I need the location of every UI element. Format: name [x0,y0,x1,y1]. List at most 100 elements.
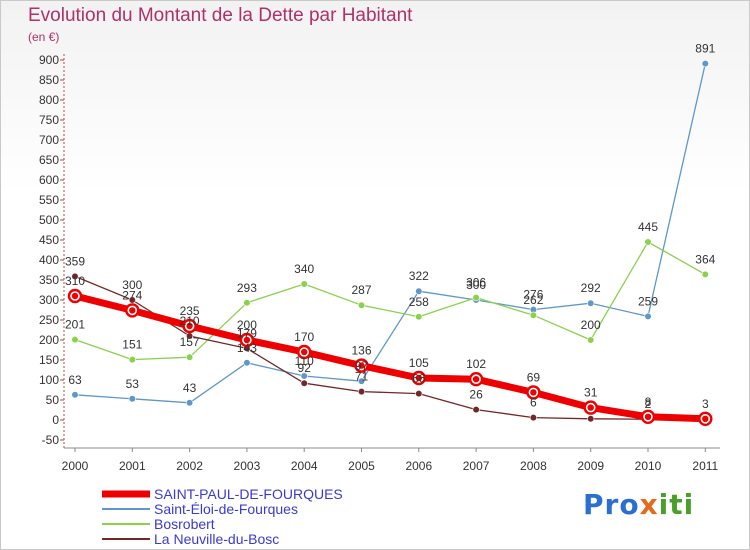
data-label: 259 [638,294,658,308]
x-tick-label: 2006 [405,459,432,473]
logo-part-1: Pro [583,488,640,521]
data-label: 170 [294,330,314,344]
data-label: 66 [412,372,426,386]
legend-label: Saint-Éloi-de-Fourques [154,501,298,517]
y-tick-label: 700 [39,133,59,147]
data-label: 136 [351,344,371,358]
x-tick-label: 2011 [692,459,718,473]
data-label: 97 [355,359,369,373]
data-label: 300 [122,278,142,292]
y-tick-label: 900 [39,53,59,67]
data-label: 306 [466,276,486,290]
data-point [71,391,79,399]
data-label: 359 [65,254,85,268]
data-label: 293 [237,281,257,295]
data-label: 105 [409,356,429,370]
data-point-core [644,413,652,420]
series-line-2 [74,275,706,420]
data-point [415,313,423,321]
data-label: 8 [645,395,652,409]
data-label: 292 [581,281,601,295]
y-tick-label: 650 [39,153,59,167]
data-label: 200 [581,318,601,332]
data-label: 43 [183,381,197,395]
data-label: 157 [180,335,200,349]
series-line-0 [74,62,706,404]
y-tick-label: 300 [39,293,59,307]
y-tick-label: 200 [39,333,59,347]
data-point-core [71,292,79,300]
data-label: 71 [355,370,369,384]
y-tick-label: 800 [39,93,59,107]
data-label: 31 [584,386,598,400]
y-tick-label: 50 [46,393,60,407]
data-point [587,415,595,423]
data-label: 102 [466,357,486,371]
data-label: 287 [351,283,371,297]
data-label: 201 [65,318,85,332]
y-tick-label: 850 [39,73,59,87]
data-point-core [530,389,537,396]
data-label: 53 [126,377,140,391]
data-point [186,353,194,361]
data-point [71,336,79,344]
data-label: 235 [180,304,200,318]
data-label: 258 [409,295,429,309]
data-point [587,336,595,344]
data-label: 891 [695,42,715,56]
x-tick-label: 2000 [62,459,89,473]
data-label: 179 [237,326,257,340]
data-point-core [186,322,193,330]
y-tick-label: 500 [39,213,59,227]
data-label: 26 [469,388,483,402]
x-tick-label: 2010 [635,459,662,473]
data-point [357,377,366,385]
data-point [415,390,423,398]
data-label: 2 [645,397,652,411]
x-tick-label: 2009 [577,459,604,473]
legend-label: La Neuville-du-Bosc [154,531,279,547]
legend-label: SAINT-PAUL-DE-FOURQUES [154,486,343,502]
data-label: 151 [122,338,142,352]
y-tick-label: 600 [39,173,59,187]
data-point [701,59,709,68]
x-tick-label: 2008 [520,459,547,473]
data-label: 310 [65,274,85,288]
data-point [300,372,308,380]
data-point [529,414,538,422]
data-point [128,395,136,403]
data-point-core [702,415,709,422]
data-point-core [587,404,594,411]
data-point-core [358,362,365,369]
data-point-core [129,307,136,314]
x-tick-label: 2003 [234,459,261,473]
data-label: 340 [294,262,314,276]
data-point [415,287,423,295]
data-label: 69 [527,370,541,384]
y-tick-label: 550 [39,193,59,207]
data-label: 210 [180,314,200,328]
data-label: 3 [702,397,709,411]
y-tick-label: 400 [39,253,59,267]
data-point [529,311,538,319]
data-point [701,270,709,279]
y-tick-label: 450 [39,233,59,247]
data-point [472,294,480,302]
data-point-core [415,374,422,382]
x-tick-label: 2004 [291,459,318,473]
data-point [300,379,308,387]
x-tick-label: 2001 [119,459,146,473]
data-point [644,312,652,321]
data-label: 200 [237,318,257,332]
data-point [357,301,366,309]
data-point [243,359,251,367]
y-tick-label: 350 [39,273,59,287]
proxiti-logo: Proxiti [583,488,694,521]
data-label: 6 [530,396,537,410]
data-point [644,238,652,246]
chart-title: Evolution du Montant de la Dette par Hab… [28,5,413,26]
data-point [186,399,194,407]
data-label: 143 [237,341,257,355]
